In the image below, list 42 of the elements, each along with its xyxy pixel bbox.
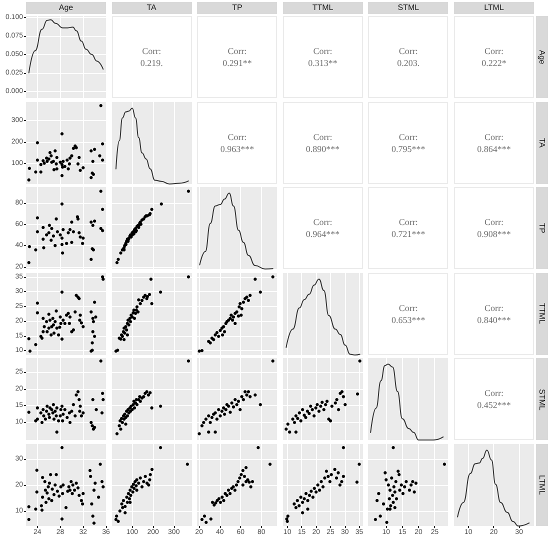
- text: 0.963***: [220, 142, 254, 155]
- text: Corr:: [398, 130, 418, 143]
- text: Corr:: [398, 216, 418, 228]
- text: Corr:: [313, 45, 332, 57]
- text: Corr:: [398, 302, 418, 314]
- text: TTML: [282, 2, 363, 14]
- text: TTML: [538, 303, 546, 324]
- text: 0.908***: [477, 228, 511, 240]
- text: 0.203.: [397, 57, 420, 69]
- text: 0.795***: [392, 142, 426, 155]
- text: Corr:: [484, 45, 504, 57]
- text: 0.840***: [477, 314, 511, 326]
- text: STML: [368, 2, 448, 14]
- text: 0.721***: [392, 228, 426, 240]
- text: 0.222*: [482, 57, 506, 69]
- text: 0.452***: [477, 399, 511, 412]
- text: Corr:: [484, 302, 504, 314]
- text: Age: [538, 50, 546, 64]
- text: Corr:: [313, 130, 332, 143]
- text: Corr:: [228, 45, 247, 57]
- text: 0.219.: [140, 57, 163, 69]
- chart-title: Age: [26, 2, 106, 14]
- text: STML: [538, 388, 546, 410]
- text: Corr:: [142, 45, 162, 57]
- text: TP: [538, 223, 546, 234]
- text: 0.890***: [306, 142, 340, 155]
- text: 0.291**: [222, 57, 252, 69]
- text: Corr:: [484, 387, 504, 400]
- text: Corr:: [484, 130, 504, 143]
- text: LTML: [454, 2, 534, 14]
- y2-axis-title: LTML: [538, 475, 546, 495]
- text: TA: [112, 2, 192, 14]
- text: 0.864***: [477, 142, 511, 155]
- text: TP: [197, 2, 278, 14]
- text: 0.313**: [308, 57, 338, 69]
- text: Corr:: [398, 45, 418, 57]
- text: 0.653***: [392, 314, 426, 326]
- text: 0.964***: [306, 228, 340, 240]
- text: Corr:: [228, 130, 247, 143]
- text: TA: [538, 138, 546, 148]
- text: Corr:: [484, 216, 504, 228]
- text: Corr:: [313, 216, 332, 228]
